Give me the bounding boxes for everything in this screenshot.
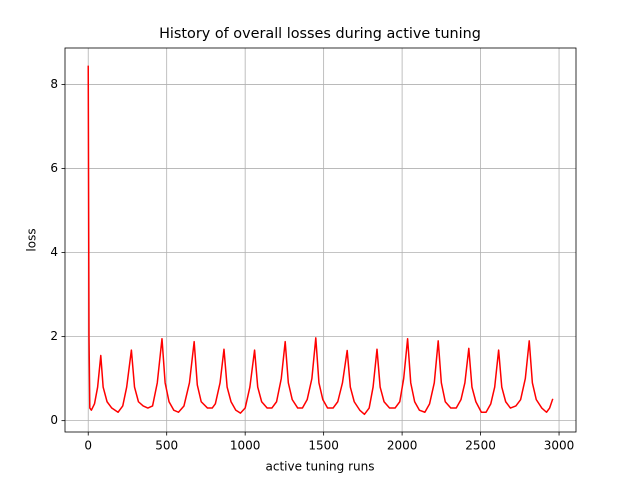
y-tick-label: 2: [50, 329, 58, 343]
chart-title: History of overall losses during active …: [159, 26, 481, 42]
x-tick-label: 3000: [544, 439, 575, 453]
y-tick-label: 6: [50, 161, 58, 175]
x-tick-label: 0: [84, 439, 92, 453]
x-tick-label: 2000: [387, 439, 418, 453]
x-tick-label: 1500: [308, 439, 339, 453]
x-tick-label: 500: [155, 439, 178, 453]
y-axis-label: loss: [25, 228, 39, 251]
x-tick-label: 2500: [465, 439, 496, 453]
y-tick-label: 0: [50, 413, 58, 427]
plot-frame: [64, 47, 577, 433]
data-line: [87, 65, 554, 416]
y-tick-label: 8: [50, 77, 58, 91]
x-axis-label: active tuning runs: [266, 460, 375, 474]
y-tick-label: 4: [50, 245, 58, 259]
x-tick-label: 1000: [230, 439, 261, 453]
